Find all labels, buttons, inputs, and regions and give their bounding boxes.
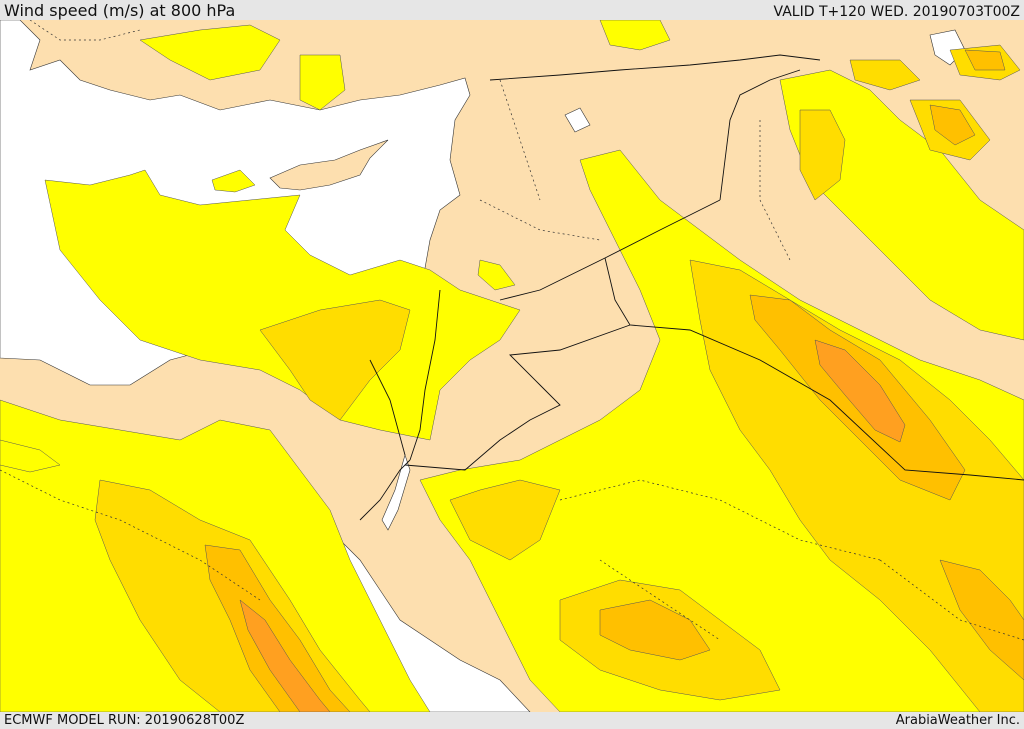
wind-band-orange [239, 339, 906, 712]
credit-label: ArabiaWeather Inc. [895, 713, 1020, 728]
gulf-of-aqaba [381, 453, 411, 531]
wind-speed-map [0, 20, 1024, 712]
footer-bar [0, 712, 1024, 729]
map-title: Wind speed (m/s) at 800 hPa [4, 1, 236, 20]
cyprus [269, 139, 389, 191]
province-borders [0, 20, 1024, 641]
model-run-label: ECMWF MODEL RUN: 20190628T00Z [4, 713, 245, 728]
valid-time: VALID T+120 WED. 20190703T00Z [773, 4, 1020, 20]
lake [564, 107, 591, 133]
country-borders [359, 54, 1024, 521]
header-bar [0, 0, 1024, 20]
